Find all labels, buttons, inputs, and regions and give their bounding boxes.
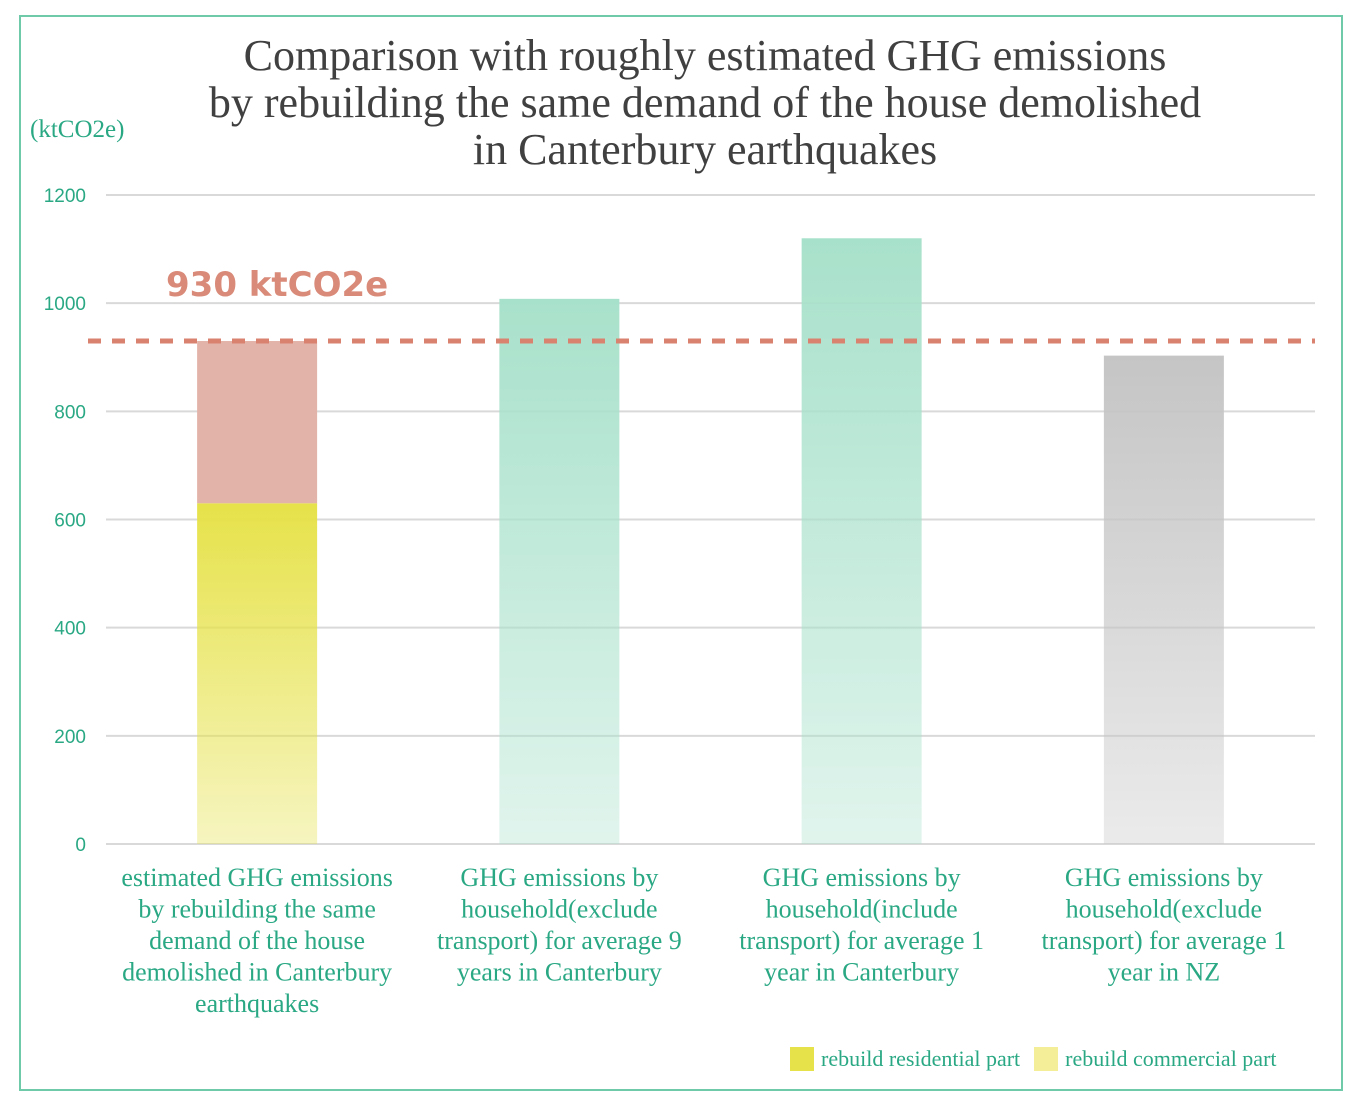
category-label: GHG emissions by household(include transpo… xyxy=(739,863,984,987)
y-tick-labels: 0 200 400 600 800 1000 1200 xyxy=(44,186,86,856)
y-tick-label: 600 xyxy=(54,511,86,532)
category-label: estimated GHG emissions by rebuilding the… xyxy=(121,863,393,1018)
chart-title-line-1: Comparison with roughly estimated GHG em… xyxy=(243,31,1167,80)
y-tick-label: 1000 xyxy=(44,294,86,315)
chart-title: Comparison with roughly estimated GHG em… xyxy=(180,32,1230,173)
category-label: GHG emissions by household(exclude transpo… xyxy=(437,863,682,987)
legend-label-residential: rebuild residential part xyxy=(821,1046,1021,1071)
y-tick-label: 1200 xyxy=(44,186,86,207)
category-label: GHG emissions by household(exclude transpo… xyxy=(1042,863,1287,987)
bar-household-emissions-2 xyxy=(801,238,922,844)
bar-household-emissions-1 xyxy=(499,298,620,845)
chart-title-line-2: by rebuilding the same demand of the hou… xyxy=(208,78,1202,127)
reference-line-label: 930 ktCO2e xyxy=(166,265,388,305)
legend-item-commercial: rebuild commercial part xyxy=(1034,1046,1277,1072)
legend-label-commercial: rebuild commercial part xyxy=(1065,1046,1277,1071)
bars xyxy=(197,238,1224,845)
bar-rebuild-residential xyxy=(197,503,318,844)
bar-household-emissions-3 xyxy=(1103,355,1224,844)
legend-swatch-commercial xyxy=(1034,1047,1059,1071)
legend-swatch-residential xyxy=(790,1047,814,1071)
chart-title-line-3: in Canterbury earthquakes xyxy=(472,125,938,174)
category-labels: estimated GHG emissions by rebuilding the… xyxy=(121,863,1286,1018)
y-tick-label: 0 xyxy=(75,835,86,856)
y-tick-label: 800 xyxy=(54,402,86,423)
y-tick-label: 400 xyxy=(54,619,86,640)
bar-rebuild-commercial xyxy=(197,341,318,504)
legend-item-residential: rebuild residential part xyxy=(790,1046,1020,1072)
y-axis-unit-label: (ktCO2e) xyxy=(30,116,125,143)
y-tick-label: 200 xyxy=(54,727,86,748)
reference-line-group: 930 ktCO2e xyxy=(88,265,1315,344)
chart-frame xyxy=(19,15,1343,1091)
legend: rebuild residential part rebuild commerc… xyxy=(790,1046,1291,1072)
